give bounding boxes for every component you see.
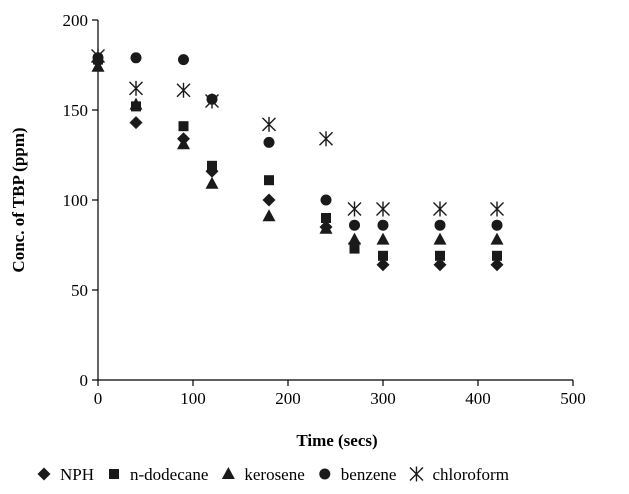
data-point: [349, 219, 360, 231]
y-axis: 0 50 100 150 200: [63, 11, 98, 390]
data-point: [91, 48, 105, 64]
data-point: [319, 131, 333, 147]
data-point: [262, 193, 276, 207]
data-point: [490, 258, 504, 272]
x-tick-label: 300: [370, 389, 396, 408]
legend-marker: [319, 468, 331, 480]
data-point: [376, 201, 390, 217]
data-point: [377, 219, 389, 231]
x-tick-label: 400: [465, 389, 491, 408]
y-axis-title: Conc. of TBP (ppm): [9, 127, 28, 272]
legend: NPH n-dodecane kerosene benzene chloroform: [37, 465, 509, 484]
data-point: [378, 250, 388, 261]
series-benzene: [92, 52, 503, 231]
y-tick-label: 200: [63, 11, 89, 30]
legend-item: NPH: [37, 465, 94, 484]
legend-item: kerosene: [221, 465, 305, 484]
data-point: [129, 80, 143, 96]
legend-label: benzene: [341, 465, 397, 484]
legend-marker: [37, 467, 51, 481]
data-point: [349, 243, 360, 254]
series-chloroform: [91, 48, 504, 217]
data-point: [130, 52, 142, 64]
data-point: [376, 232, 390, 245]
legend-marker: [409, 466, 424, 482]
data-point: [129, 97, 143, 110]
y-tick-label: 150: [63, 101, 89, 120]
data-point: [492, 250, 502, 261]
y-tick-label: 0: [80, 371, 89, 390]
data-point: [207, 160, 217, 171]
legend-label: chloroform: [432, 465, 508, 484]
x-axis-title: Time (secs): [296, 431, 377, 450]
data-point: [348, 232, 361, 245]
x-tick-label: 100: [180, 389, 206, 408]
x-axis: 0 100 200 300 400 500: [94, 380, 586, 408]
legend-item: n-dodecane: [109, 465, 208, 484]
data-point: [433, 201, 447, 217]
data-point: [321, 213, 331, 223]
data-point: [178, 121, 189, 132]
data-point: [91, 59, 105, 72]
data-point: [347, 201, 362, 217]
data-point: [433, 258, 447, 272]
x-tick-label: 200: [275, 389, 301, 408]
data-point: [262, 116, 276, 132]
data-point: [319, 221, 333, 234]
data-point: [262, 209, 276, 222]
data-point: [491, 219, 503, 231]
legend-item: chloroform: [409, 465, 509, 484]
plot-frame: [97, 20, 573, 381]
data-point: [320, 194, 332, 206]
data-point: [376, 258, 390, 272]
x-tick-label: 500: [560, 389, 586, 408]
x-tick-label: 0: [94, 389, 103, 408]
data-point: [434, 219, 446, 231]
data-point: [263, 136, 275, 148]
data-point: [264, 175, 274, 186]
data-point: [435, 250, 445, 261]
data-point: [433, 232, 447, 245]
y-tick-label: 50: [71, 281, 88, 300]
y-tick-label: 100: [63, 191, 89, 210]
legend-label: n-dodecane: [130, 465, 208, 484]
data-point: [129, 116, 143, 130]
data-point: [490, 201, 504, 217]
data-point: [177, 137, 190, 150]
data-point: [176, 82, 191, 98]
data-points: [91, 48, 504, 272]
series-kerosene: [91, 59, 504, 245]
data-point: [490, 232, 504, 245]
legend-item: benzene: [319, 465, 396, 484]
legend-marker: [221, 467, 235, 479]
legend-label: NPH: [60, 465, 94, 484]
data-point: [178, 54, 189, 66]
legend-label: kerosene: [244, 465, 304, 484]
legend-marker: [109, 469, 120, 479]
data-point: [205, 93, 219, 109]
data-point: [205, 176, 219, 189]
